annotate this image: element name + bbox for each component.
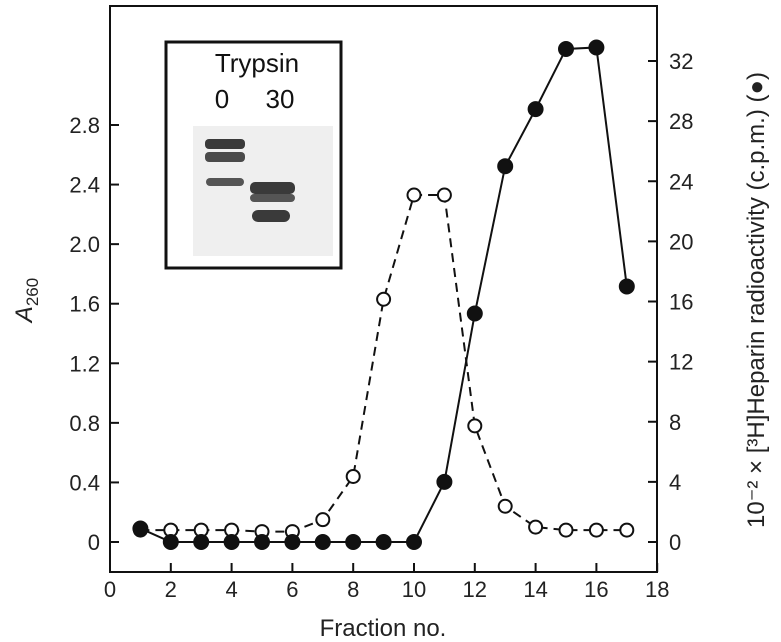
heparin-point bbox=[132, 520, 149, 537]
heparin-point bbox=[314, 534, 331, 550]
y-left-tick-label: 2.0 bbox=[69, 232, 100, 257]
gel-band bbox=[250, 194, 295, 202]
y-right-tick-label: 28 bbox=[669, 109, 693, 134]
x-tick-label: 4 bbox=[225, 577, 237, 602]
y-right-tick-label: 12 bbox=[669, 350, 693, 375]
heparin-point bbox=[497, 158, 514, 175]
heparin-point bbox=[193, 534, 210, 550]
x-tick-label: 14 bbox=[523, 577, 547, 602]
y-right-tick-label: 16 bbox=[669, 290, 693, 315]
x-tick-label: 10 bbox=[402, 577, 426, 602]
heparin-point bbox=[436, 473, 453, 490]
gel-band bbox=[205, 139, 245, 149]
x-tick-label: 6 bbox=[286, 577, 298, 602]
x-tick-label: 0 bbox=[104, 577, 116, 602]
y-left-tick-label: 2.4 bbox=[69, 173, 100, 198]
x-tick-label: 2 bbox=[165, 577, 177, 602]
y-axis-right: 0 4 8 12 16 20 24 28 32 bbox=[648, 49, 693, 555]
absorbance-point bbox=[345, 468, 361, 484]
y-left-tick-label: 1.6 bbox=[69, 292, 100, 317]
y-left-tick-label: 2.8 bbox=[69, 113, 100, 138]
absorbance-point bbox=[315, 512, 331, 528]
gel-band bbox=[250, 182, 295, 194]
y-right-tick-label: 4 bbox=[669, 470, 681, 495]
gel-lane-label-0: 0 bbox=[215, 84, 229, 114]
gel-band bbox=[206, 178, 244, 186]
absorbance-point bbox=[619, 522, 635, 538]
y-axis-left-title-sub: 260 bbox=[23, 278, 42, 306]
plot-frame bbox=[109, 5, 658, 573]
x-tick-label: 18 bbox=[645, 577, 669, 602]
heparin-point bbox=[162, 534, 179, 550]
x-tick-label: 8 bbox=[347, 577, 359, 602]
heparin-point bbox=[618, 278, 635, 295]
heparin-point bbox=[588, 39, 605, 56]
x-axis-title: Fraction no. bbox=[320, 615, 447, 642]
y-right-tick-label: 0 bbox=[669, 530, 681, 555]
heparin-point bbox=[254, 534, 270, 550]
gel-lane-label-1: 30 bbox=[266, 84, 295, 114]
absorbance-point bbox=[376, 291, 392, 307]
y-axis-right-title: 10⁻² × [³H]Heparin radioactivity (c.p.m.… bbox=[743, 72, 770, 528]
y-right-tick-label: 20 bbox=[669, 229, 693, 254]
absorbance-point bbox=[406, 187, 422, 203]
y-axis-left-title: A260 bbox=[11, 278, 42, 324]
y-axis-left: 0 0.4 0.8 1.2 1.6 2.0 2.4 2.8 bbox=[69, 113, 119, 555]
y-left-tick-label: 0.8 bbox=[69, 411, 100, 436]
y-right-tick-label: 24 bbox=[669, 169, 693, 194]
heparin-point bbox=[223, 534, 240, 550]
gel-inset: Trypsin 0 30 bbox=[164, 40, 343, 270]
absorbance-point bbox=[588, 522, 604, 538]
y-left-tick-label: 1.2 bbox=[69, 351, 100, 376]
gel-inset-title: Trypsin bbox=[215, 48, 299, 78]
y-left-tick-label: 0 bbox=[88, 530, 100, 555]
heparin-point bbox=[345, 534, 362, 550]
y-right-tick-label: 8 bbox=[669, 410, 681, 435]
absorbance-point bbox=[467, 418, 483, 434]
y-right-tick-label: 32 bbox=[669, 49, 693, 74]
heparin-point bbox=[375, 534, 392, 550]
absorbance-point bbox=[436, 187, 452, 203]
heparin-point bbox=[466, 305, 483, 322]
absorbance-point bbox=[528, 519, 544, 535]
y-axis-left-title-main: A bbox=[11, 306, 38, 324]
y-left-tick-label: 0.4 bbox=[69, 470, 100, 495]
heparin-point bbox=[527, 101, 544, 118]
gel-band bbox=[205, 152, 245, 162]
heparin-point bbox=[406, 534, 422, 550]
heparin-point bbox=[558, 40, 574, 57]
series-layer bbox=[132, 39, 635, 550]
x-tick-label: 12 bbox=[463, 577, 487, 602]
heparin-point bbox=[284, 534, 301, 550]
x-axis: 0 2 4 6 8 10 12 14 16 18 bbox=[104, 563, 669, 602]
absorbance-point bbox=[497, 498, 513, 514]
series-absorbance-line bbox=[140, 193, 627, 533]
gel-band bbox=[252, 210, 290, 222]
absorbance-point bbox=[558, 522, 574, 538]
x-tick-label: 16 bbox=[584, 577, 608, 602]
